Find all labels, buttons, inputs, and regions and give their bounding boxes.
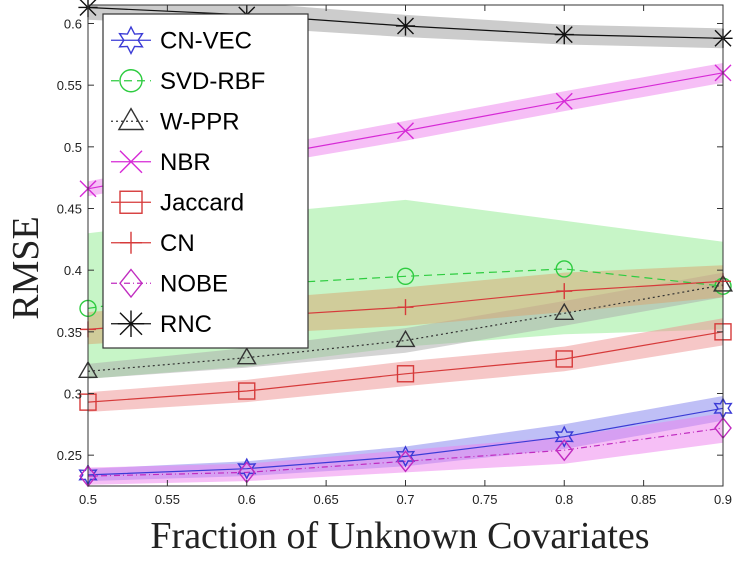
legend-label: CN-VEC [160,27,252,54]
x-tick-label: 0.75 [472,492,497,507]
band-w-ppr [88,272,723,379]
x-tick-label: 0.6 [238,492,256,507]
band-nobe [88,413,723,485]
legend-label: NOBE [160,270,228,297]
legend-item-nbr: NBR [111,149,211,176]
y-tick-label: 0.35 [57,325,82,340]
x-tick-label: 0.65 [313,492,338,507]
legend-marker [119,69,143,93]
line-cn-vec [88,407,723,476]
legend-label: RNC [160,311,212,338]
marker-w-ppr-1 [236,347,257,365]
legend-label: SVD-RBF [160,68,265,95]
line-nobe [88,427,723,477]
legend-label: CN [160,230,195,257]
legend: CN-VEC SVD-RBF W-PPR NBR Jaccard CN NOBE RNC [102,13,309,349]
axes: 0.5 0.55 0.6 0.65 0.7 0.75 0.8 0.85 0.9 0.25 0.3 0.… [57,4,732,507]
marker-jaccard-1 [238,382,256,400]
legend-marker [117,107,145,131]
marker-jaccard-2 [396,365,415,383]
y-axis-title: RMSE [5,216,47,319]
marker-nobe-2 [396,450,415,473]
marker-rnc-2 [395,16,416,36]
legend-item-svd-rbf: SVD-RBF [111,68,265,95]
marker-cn-vec-3 [554,425,574,448]
legend-label: NBR [160,149,211,176]
x-axis-title: Fraction of Unknown Covariates [150,515,649,557]
y-tick-label: 0.5 [64,140,82,155]
y-tick-label: 0.55 [57,78,82,93]
legend-item-jaccard: Jaccard [111,189,244,216]
marker-cn-vec-1 [237,457,257,480]
legend-item-cn-vec: CN-VEC [111,25,252,55]
legend-label: Jaccard [160,189,244,216]
x-tick-label: 0.5 [79,492,97,507]
legend-marker [119,190,143,214]
y-tick-label: 0.4 [64,263,82,278]
legend-marker [118,25,144,55]
marker-w-ppr-3 [554,302,575,321]
marker-nobe-3 [555,439,574,462]
legend-marker [119,268,143,299]
legend-box [102,13,309,349]
line-w-ppr [88,284,723,372]
legend-marker [120,231,142,254]
marker-cn-3 [556,283,573,300]
marker-nbr-3 [555,92,573,110]
y-tick-label: 0.25 [57,448,82,463]
x-tick-label: 0.55 [155,492,180,507]
x-tick-label: 0.8 [555,492,573,507]
legend-label: W-PPR [160,108,240,135]
y-tick-label: 0.45 [57,202,82,217]
marker-w-ppr-2 [395,329,416,348]
marker-nbr-2 [397,122,414,140]
y-tick-label: 0.6 [64,17,82,32]
marker-cn-2 [397,299,414,316]
line-jaccard [88,331,723,403]
x-tick-label: 0.7 [396,492,414,507]
legend-marker [119,150,143,174]
legend-item-w-ppr: W-PPR [111,107,240,135]
marker-svd-rbf-3 [555,260,573,278]
marker-rnc-3 [554,25,574,45]
x-tick-label: 0.85 [631,492,656,507]
x-tick-label: 0.9 [714,492,732,507]
y-tick-label: 0.3 [64,387,82,402]
marker-jaccard-3 [555,350,573,368]
legend-item-nobe: NOBE [111,268,228,299]
legend-item-rnc: RNC [111,310,212,338]
marker-cn-vec-2 [395,445,416,468]
legend-marker [117,310,145,337]
marker-svd-rbf-2 [396,267,415,286]
legend-item-cn: CN [111,230,195,257]
